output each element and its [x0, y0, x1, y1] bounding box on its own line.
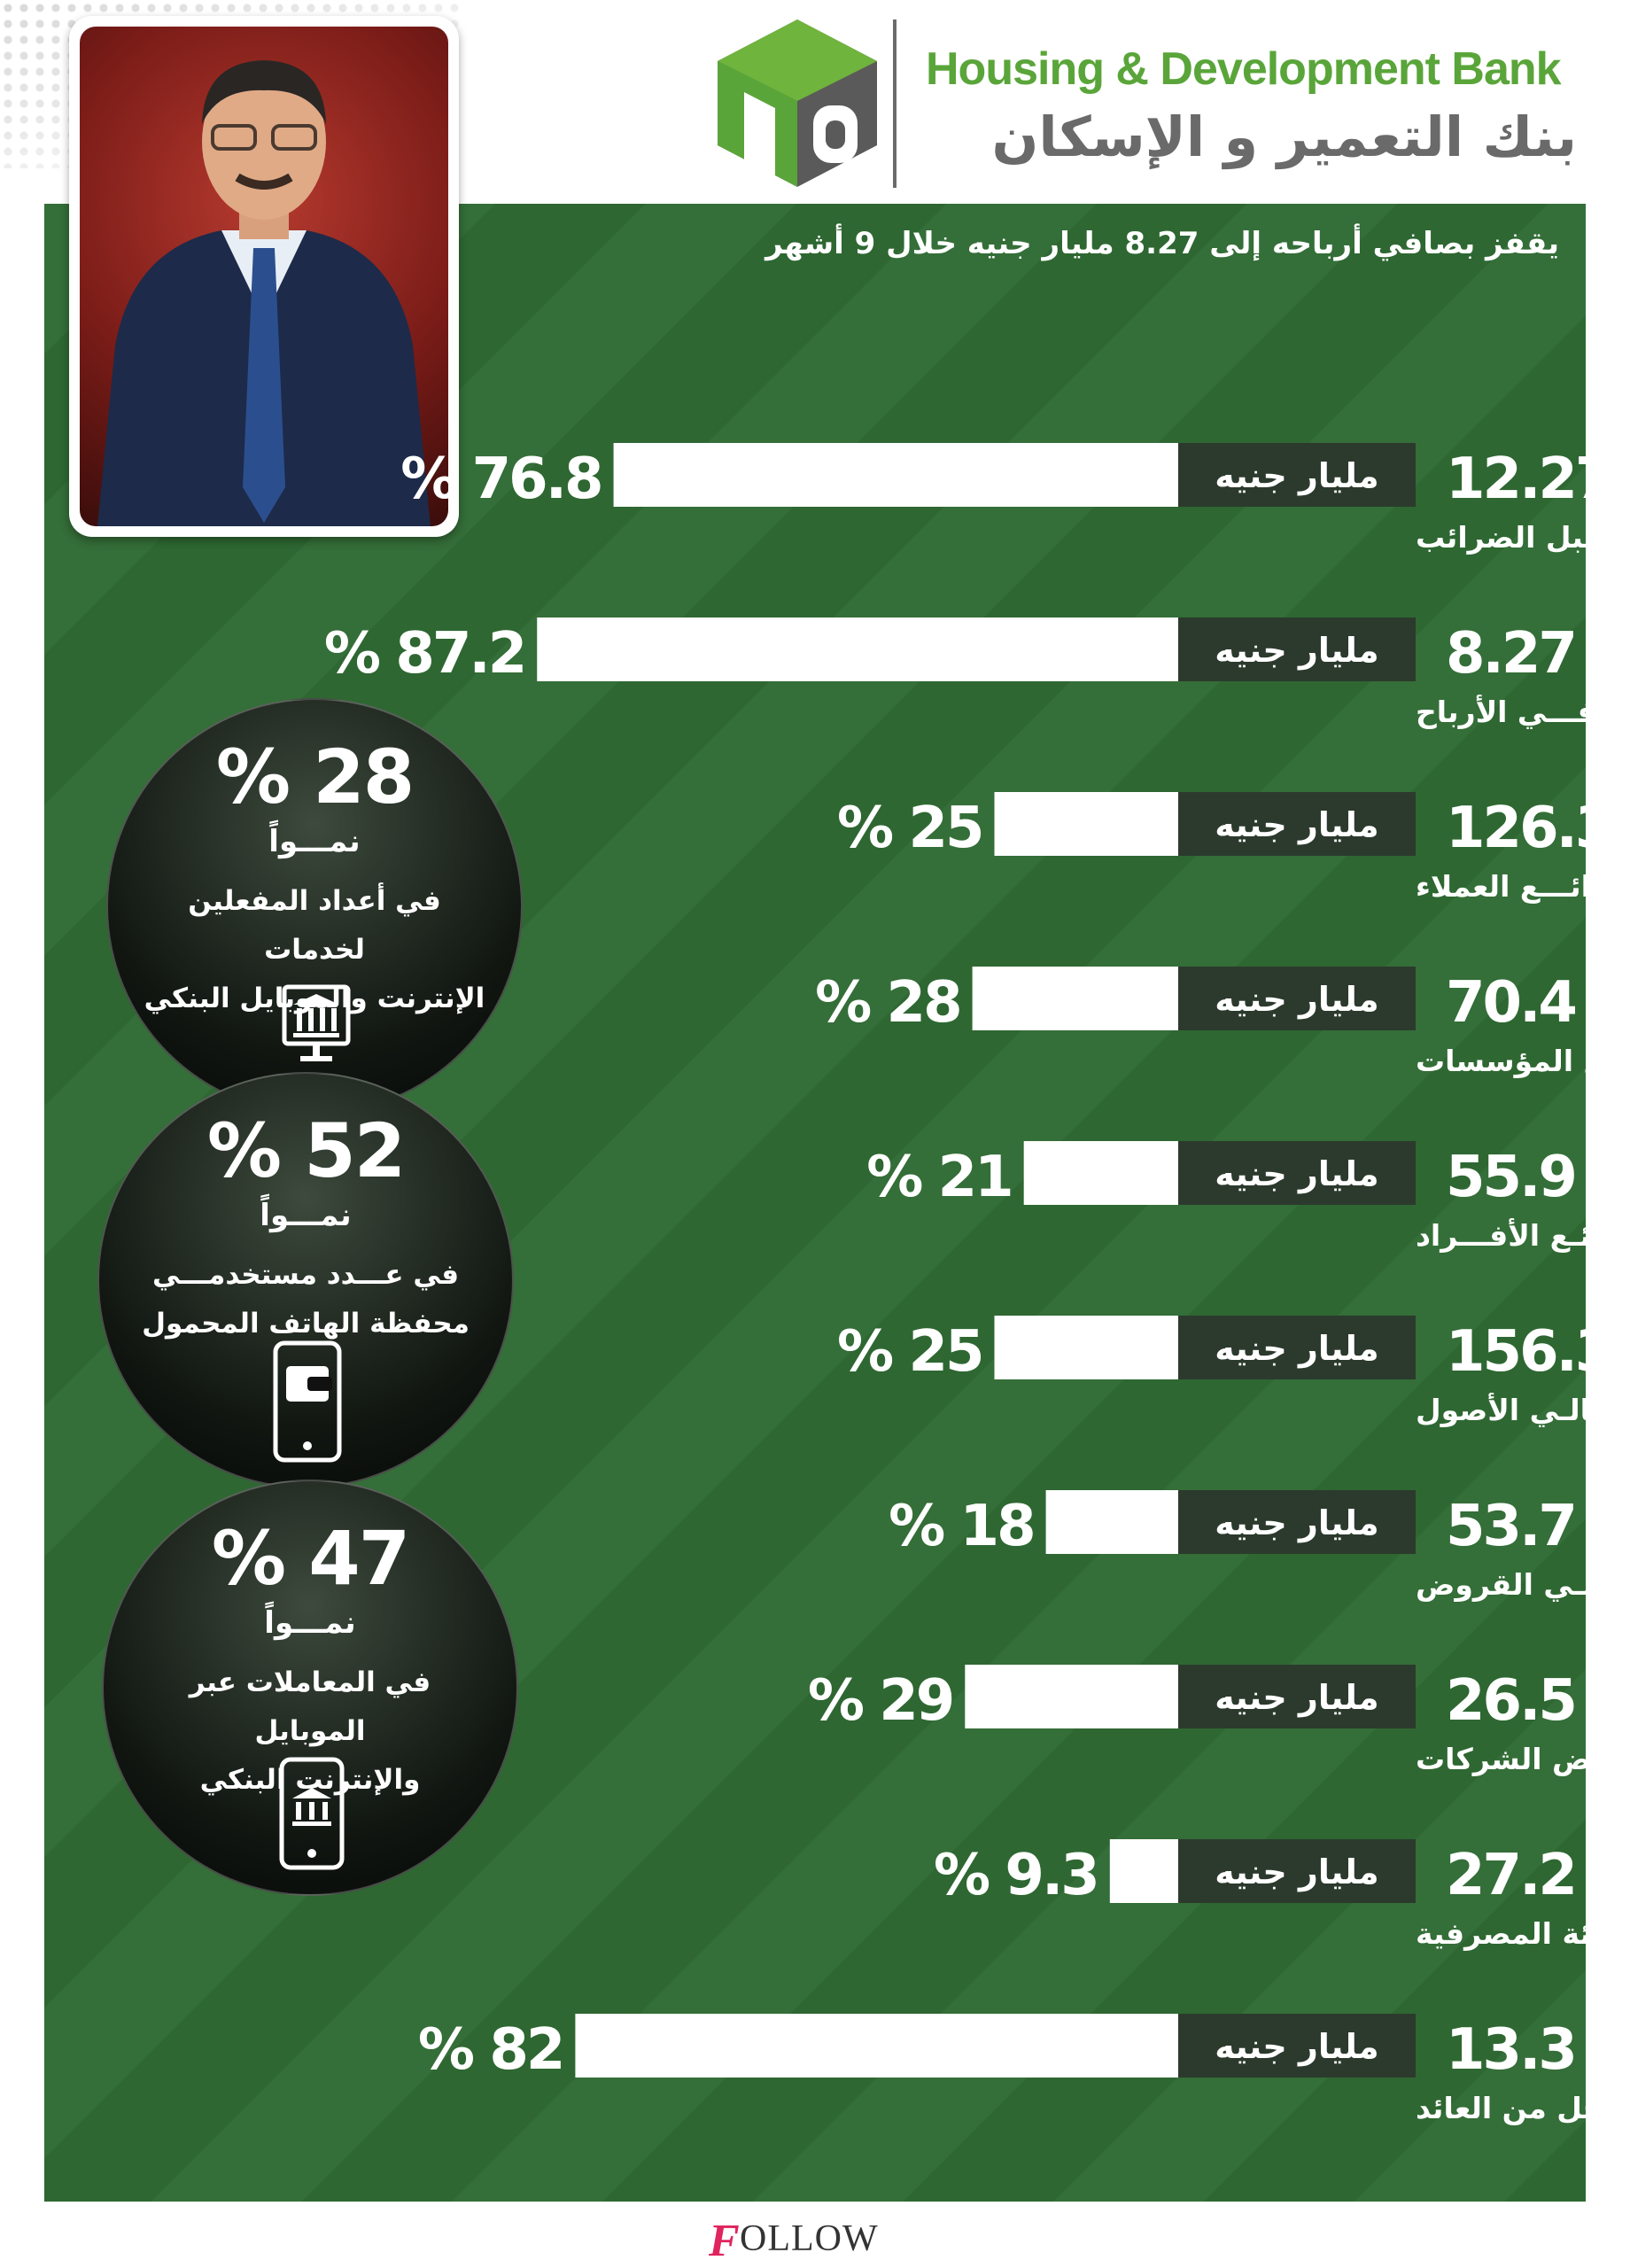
category-label: إجمالـي القروض: [1416, 1567, 1630, 1603]
unit-box: [1178, 967, 1416, 1030]
growth-bar: [972, 967, 1178, 1030]
unit-label: مليار جنيه: [1215, 2027, 1378, 2066]
highlight-growth: نمـــواً: [264, 1605, 356, 1641]
growth-percent-label: % 25: [837, 1319, 982, 1385]
growth-bar: [994, 1316, 1178, 1379]
growth-percent-label: % 76.8: [400, 447, 601, 512]
unit-label: مليار جنيه: [1215, 1154, 1378, 1193]
bar-value-label: 26.5: [1446, 1668, 1575, 1734]
unit-label: مليار جنيه: [1215, 1503, 1378, 1542]
growth-percent-label: % 21: [866, 1145, 1011, 1210]
growth-percent-label: % 18: [889, 1494, 1033, 1559]
growth-percent-label: % 28: [815, 970, 959, 1036]
category-label: الأرباح قبل الضرائب: [1416, 519, 1630, 555]
highlight-line1: في المعاملات عبر الموبايل: [189, 1666, 431, 1747]
unit-box: [1178, 792, 1416, 856]
bar-value-label: 126.3: [1446, 796, 1611, 861]
person-portrait-icon: [97, 60, 431, 526]
growth-percent-label: % 87.2: [324, 621, 524, 687]
growth-bar: [1109, 1839, 1178, 1903]
category-label: محفظة قروض الشركات: [1416, 1742, 1630, 1777]
highlight-line2: محفظة الهاتف المحمول: [142, 1308, 470, 1340]
unit-label: مليار جنيه: [1215, 631, 1378, 670]
unit-box: [1178, 1490, 1416, 1554]
growth-percent-label: % 25: [837, 796, 982, 861]
highlight-circle-1: % 28 نمـــواً في أعداد المفعلين لخدمات ا…: [106, 698, 523, 1115]
growth-bar: [994, 792, 1178, 856]
bar-value-label: 8.27: [1446, 621, 1575, 687]
category-label: ودائـــع العملاء: [1416, 869, 1624, 905]
category-label: إجمالـي الأصول: [1416, 1392, 1630, 1428]
unit-label: مليار جنيه: [1215, 1329, 1378, 1368]
growth-bar: [1045, 1490, 1178, 1554]
highlight-circle-2: % 52 نمـــواً في عـــدد مستخدمـــي محفظة…: [97, 1072, 514, 1488]
highlight-line1: في عـــدد مستخدمـــي: [151, 1259, 459, 1291]
growth-bar: [1023, 1141, 1178, 1205]
category-label: ودائع المؤسسات: [1416, 1044, 1630, 1079]
unit-label: مليار جنيه: [1215, 805, 1378, 844]
unit-box: [1178, 1839, 1416, 1903]
bar-value-label: 13.3: [1446, 2017, 1575, 2083]
growth-bar: [965, 1665, 1178, 1728]
footer-logo-text: OLLOW: [740, 2218, 879, 2259]
logo-divider: [893, 19, 896, 188]
highlight-growth: نمـــواً: [268, 824, 361, 859]
unit-label: مليار جنيه: [1215, 456, 1378, 495]
bank-logo-icon: [718, 19, 877, 187]
growth-bar: [613, 443, 1178, 507]
category-label: محفظة التجزئة المصرفية: [1416, 1916, 1630, 1952]
growth-percent-label: % 29: [808, 1668, 952, 1734]
growth-bar: [537, 617, 1178, 681]
bar-value-label: 55.9: [1446, 1145, 1575, 1210]
bar-value-label: 53.7: [1446, 1494, 1575, 1559]
unit-label: مليار جنيه: [1215, 1852, 1378, 1891]
headline: يقفز بصافي أرباحه إلى 8.27 مليار جنيه خل…: [765, 226, 1559, 261]
footer-logo-initial: F: [709, 2216, 740, 2266]
unit-label: مليار جنيه: [1215, 980, 1378, 1019]
category-label: صافي الدخل من العائد: [1416, 2091, 1630, 2126]
mobile-wallet-icon: [273, 1340, 342, 1463]
mobile-bank-icon: [279, 1757, 345, 1870]
category-label: ودائـع الأفـــراد: [1416, 1217, 1630, 1254]
highlight-percent: % 28: [215, 734, 415, 820]
growth-bar: [575, 2014, 1178, 2078]
bar-value-label: 156.3: [1446, 1319, 1611, 1385]
unit-box: [1178, 617, 1416, 681]
highlight-line1: في أعداد المفعلين لخدمات: [188, 885, 441, 966]
highlight-percent: % 47: [211, 1515, 410, 1602]
unit-label: مليار جنيه: [1215, 1678, 1378, 1717]
bar-value-label: 70.4: [1446, 970, 1575, 1036]
growth-percent-label: % 82: [418, 2017, 563, 2083]
unit-box: [1178, 1316, 1416, 1379]
unit-box: [1178, 2014, 1416, 2078]
bar-value-label: 27.2: [1446, 1843, 1575, 1908]
unit-box: [1178, 1141, 1416, 1205]
highlight-percent: % 52: [206, 1107, 406, 1194]
brand-name-ar: بنك التعمير و الإسكان: [991, 105, 1577, 169]
category-label: صافـــي الأرباح: [1416, 694, 1630, 729]
brand-name-en: Housing & Development Bank: [926, 43, 1562, 95]
highlight-growth: نمـــواً: [260, 1198, 352, 1233]
bank-monitor-icon: [282, 984, 351, 1061]
growth-percent-label: % 9.3: [934, 1843, 1098, 1908]
unit-box: [1178, 443, 1416, 507]
ceo-photo: [80, 27, 448, 526]
unit-box: [1178, 1665, 1416, 1728]
bar-value-label: 12.27: [1446, 447, 1611, 512]
highlight-circle-3: % 47 نمـــواً في المعاملات عبر الموبايل …: [102, 1480, 518, 1896]
ceo-photo-frame: [69, 16, 459, 537]
